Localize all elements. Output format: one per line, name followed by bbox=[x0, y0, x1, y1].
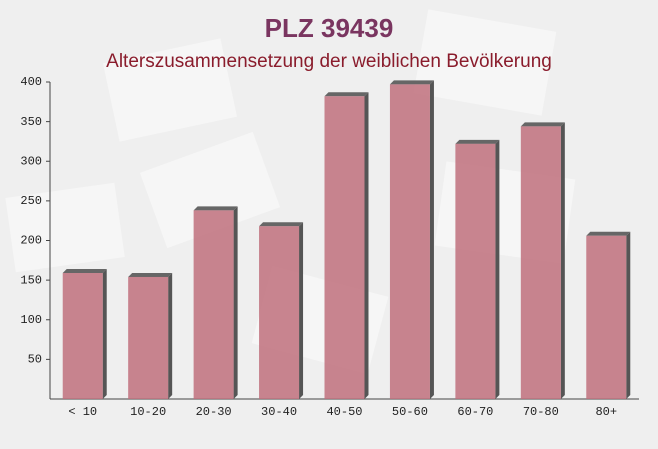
chart-subtitle: Alterszusammensetzung der weiblichen Bev… bbox=[106, 51, 552, 72]
bar-top bbox=[586, 231, 631, 236]
y-tick-label: 400 bbox=[20, 75, 42, 89]
bar-shadow bbox=[299, 222, 304, 399]
x-tick-label: 80+ bbox=[595, 405, 617, 419]
bar-shadow bbox=[364, 92, 369, 399]
x-tick-label: 30-40 bbox=[261, 405, 297, 419]
bar-top bbox=[389, 80, 434, 85]
bar-shadow bbox=[626, 231, 631, 399]
x-tick-label: 10-20 bbox=[130, 405, 166, 419]
x-tick-label: 60-70 bbox=[457, 405, 493, 419]
x-tick-label: 70-80 bbox=[523, 405, 559, 419]
y-tick-label: 150 bbox=[20, 273, 42, 287]
bar-top bbox=[128, 272, 173, 277]
y-tick-label: 300 bbox=[20, 154, 42, 168]
bar-top bbox=[259, 222, 304, 227]
x-tick-label: 40-50 bbox=[326, 405, 362, 419]
bar bbox=[259, 226, 300, 399]
bar bbox=[586, 235, 627, 399]
bar-top bbox=[324, 92, 369, 97]
y-tick-label: 250 bbox=[20, 194, 42, 208]
bar-top bbox=[62, 268, 107, 273]
x-tick-label: 20-30 bbox=[196, 405, 232, 419]
bar-shadow bbox=[429, 80, 434, 399]
bar-top bbox=[520, 122, 565, 127]
bar bbox=[520, 126, 561, 399]
bar bbox=[62, 272, 103, 399]
bar bbox=[389, 84, 430, 399]
bar-top bbox=[193, 206, 238, 211]
bar-top bbox=[455, 139, 500, 144]
chart-title: PLZ 39439 bbox=[265, 13, 394, 43]
y-tick-label: 100 bbox=[20, 313, 42, 327]
bar bbox=[455, 143, 496, 399]
bar-shadow bbox=[233, 206, 238, 399]
y-tick-label: 50 bbox=[28, 353, 42, 367]
bar-shadow bbox=[495, 139, 500, 399]
x-tick-label: < 10 bbox=[68, 405, 97, 419]
x-tick-label: 50-60 bbox=[392, 405, 428, 419]
y-tick-label: 350 bbox=[20, 115, 42, 129]
bar-shadow bbox=[168, 272, 173, 399]
bar bbox=[193, 210, 234, 399]
bar bbox=[324, 96, 365, 399]
bar-shadow bbox=[102, 268, 107, 399]
bar-shadow bbox=[560, 122, 565, 399]
bar bbox=[128, 276, 169, 399]
y-tick-label: 200 bbox=[20, 234, 42, 248]
